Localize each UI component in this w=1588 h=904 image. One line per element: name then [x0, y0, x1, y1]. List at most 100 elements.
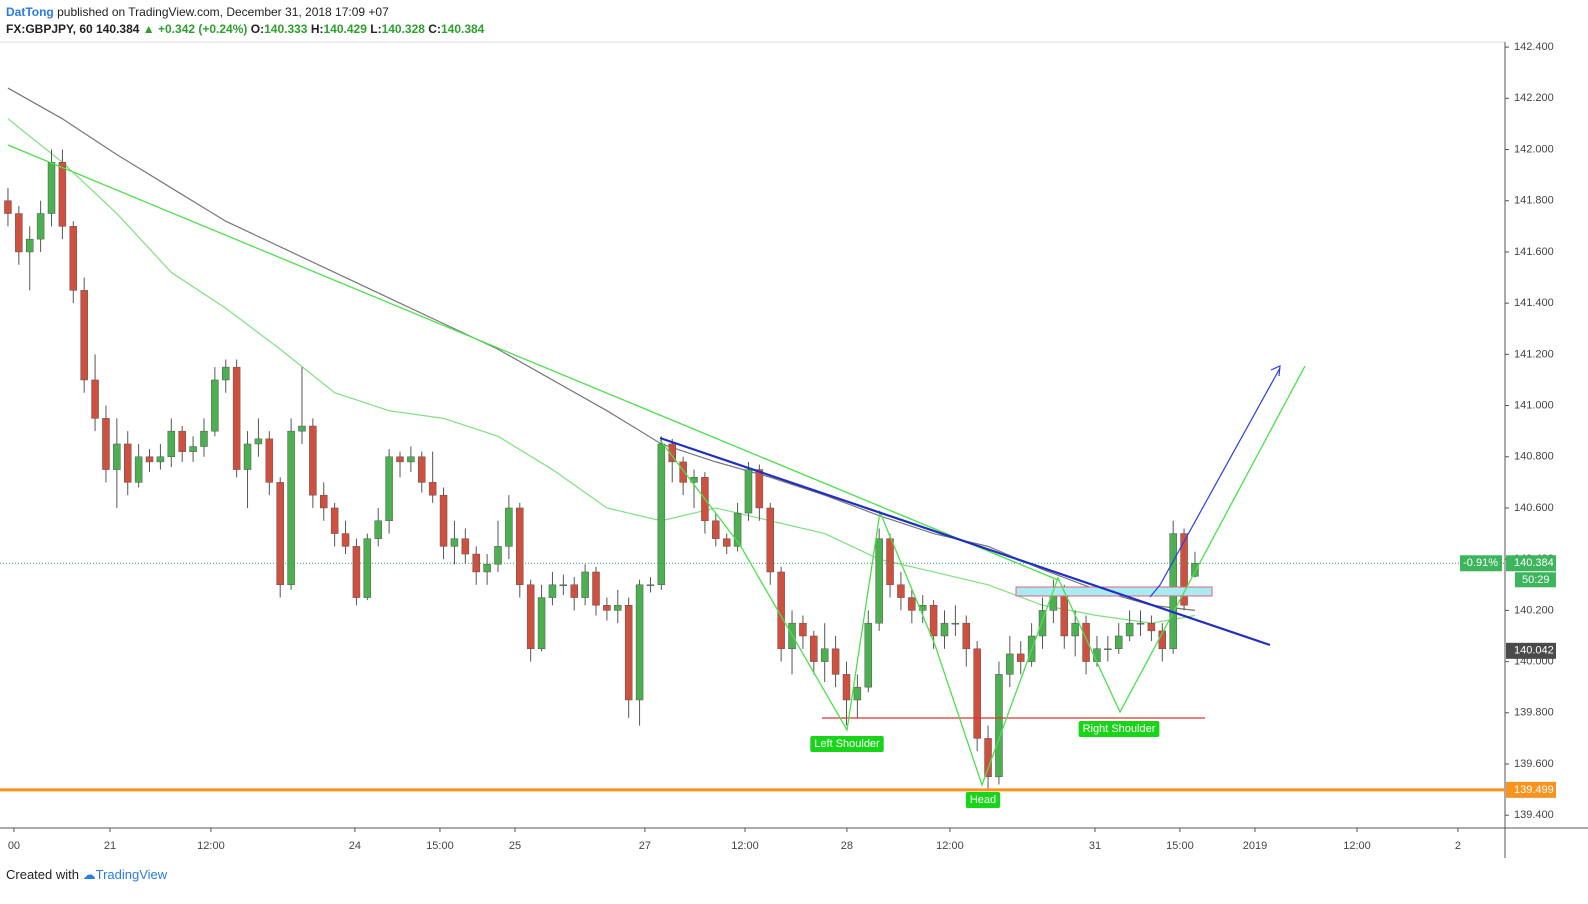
candle-body — [624, 605, 633, 701]
candle-body — [722, 538, 731, 547]
marker-box — [1506, 642, 1556, 659]
countdown-box — [1515, 572, 1556, 588]
arrow — [1149, 367, 1281, 598]
candle-body — [276, 482, 284, 586]
last-price-box — [1506, 555, 1556, 572]
candle-body — [951, 622, 960, 625]
candle-body — [1104, 648, 1112, 651]
candle-body — [330, 507, 339, 534]
h-value: 140.429 — [323, 22, 367, 36]
y-tick-label: 139.600 — [1514, 758, 1554, 770]
blue-trendline — [659, 436, 1271, 647]
candle-body — [820, 648, 829, 662]
candle-body — [875, 538, 883, 624]
candle-body — [222, 366, 230, 381]
candle-body — [1125, 622, 1134, 637]
change: ▲ +0.342 (+0.24%) — [142, 22, 248, 36]
candle-body — [418, 456, 426, 483]
candle-body — [559, 584, 568, 587]
x-tick-label: 12:00 — [1343, 840, 1371, 852]
candle-body — [646, 584, 655, 587]
candle-body — [145, 456, 154, 463]
header: DatTong published on TradingView.com, De… — [6, 4, 484, 38]
published: published on TradingView.com, December 3… — [57, 5, 389, 19]
candle-body — [396, 456, 404, 463]
candle-body — [526, 584, 535, 650]
candle-body — [320, 494, 328, 509]
candle-body — [243, 443, 252, 470]
candle-body — [494, 546, 502, 565]
last: 140.384 — [96, 22, 140, 36]
author[interactable]: DatTong — [6, 5, 54, 19]
candle-body — [1136, 622, 1145, 625]
candle-body — [940, 622, 949, 637]
countdown-label: 50:29 — [1522, 574, 1550, 586]
x-tick-label: 15:00 — [1166, 840, 1194, 852]
candle-body — [1147, 622, 1156, 632]
candle-body — [167, 430, 176, 458]
candle-body — [755, 469, 764, 509]
candle-body — [603, 605, 611, 611]
candle-body — [592, 571, 600, 606]
candle-body — [91, 379, 99, 419]
candle-body — [1114, 635, 1123, 650]
y-tick-label: 142.400 — [1514, 41, 1554, 53]
candle-body — [1006, 653, 1014, 675]
candle-body — [407, 456, 415, 463]
h-label: H: — [310, 22, 324, 36]
candle-body — [254, 438, 263, 445]
annotation-box — [965, 792, 1001, 808]
brand-text[interactable]: TradingView — [95, 867, 168, 882]
y-tick-label: 139.400 — [1514, 809, 1554, 821]
candle-body — [853, 686, 862, 701]
chart: 139.400139.600139.800140.000140.200140.4… — [0, 41, 1588, 858]
y-tick-label: 141.400 — [1514, 297, 1554, 309]
y-tick-label: 141.200 — [1514, 348, 1554, 360]
candle-body — [570, 584, 578, 598]
header-line-1: DatTong published on TradingView.com, De… — [6, 4, 484, 21]
candle-body — [352, 546, 361, 598]
change-label: -0.91% — [1463, 557, 1498, 569]
candle-body — [733, 512, 742, 547]
candle-body — [298, 425, 306, 432]
x-tick-label: 31 — [1089, 840, 1101, 852]
x-tick-label: 12:00 — [936, 840, 964, 852]
x-tick-label: 28 — [841, 840, 853, 852]
x-tick-label: 21 — [104, 840, 116, 852]
candle-body — [842, 674, 851, 701]
c-label: C: — [428, 22, 441, 36]
y-tick-label: 142.200 — [1514, 92, 1554, 104]
change-text: +0.342 (+0.24%) — [158, 22, 248, 36]
y-tick-label: 140.200 — [1514, 604, 1554, 616]
candle-body — [897, 584, 905, 598]
candle-body — [4, 200, 12, 214]
candle-body — [995, 674, 1003, 778]
candle-body — [341, 533, 350, 547]
candle-body — [581, 571, 589, 598]
x-tick-label: 24 — [349, 840, 361, 852]
x-tick-label: 27 — [639, 840, 651, 852]
y-tick-label: 141.600 — [1514, 246, 1554, 258]
candle-body — [657, 443, 666, 586]
candle-body — [908, 597, 916, 611]
candle-body — [287, 430, 295, 586]
y-tick-label: 141.800 — [1514, 195, 1554, 207]
candle-body — [1191, 563, 1199, 577]
candle-body — [984, 738, 992, 778]
drawings — [7, 144, 1306, 787]
footer: Created with ☁TradingView — [6, 867, 167, 883]
moving-average — [7, 87, 1196, 611]
l-value: 140.328 — [381, 22, 425, 36]
marker-label: 140.042 — [1514, 645, 1554, 657]
change-box — [1460, 555, 1502, 572]
candle-body — [1093, 648, 1101, 662]
candle-body — [47, 162, 56, 214]
trendline — [7, 144, 1059, 581]
candle-body — [929, 605, 938, 637]
candle-body — [102, 418, 110, 470]
candle-body — [973, 648, 981, 739]
annotation-label: Right Shoulder — [1083, 723, 1156, 735]
level-label: 139.499 — [1514, 784, 1554, 796]
brand[interactable]: ☁TradingView — [82, 867, 168, 882]
